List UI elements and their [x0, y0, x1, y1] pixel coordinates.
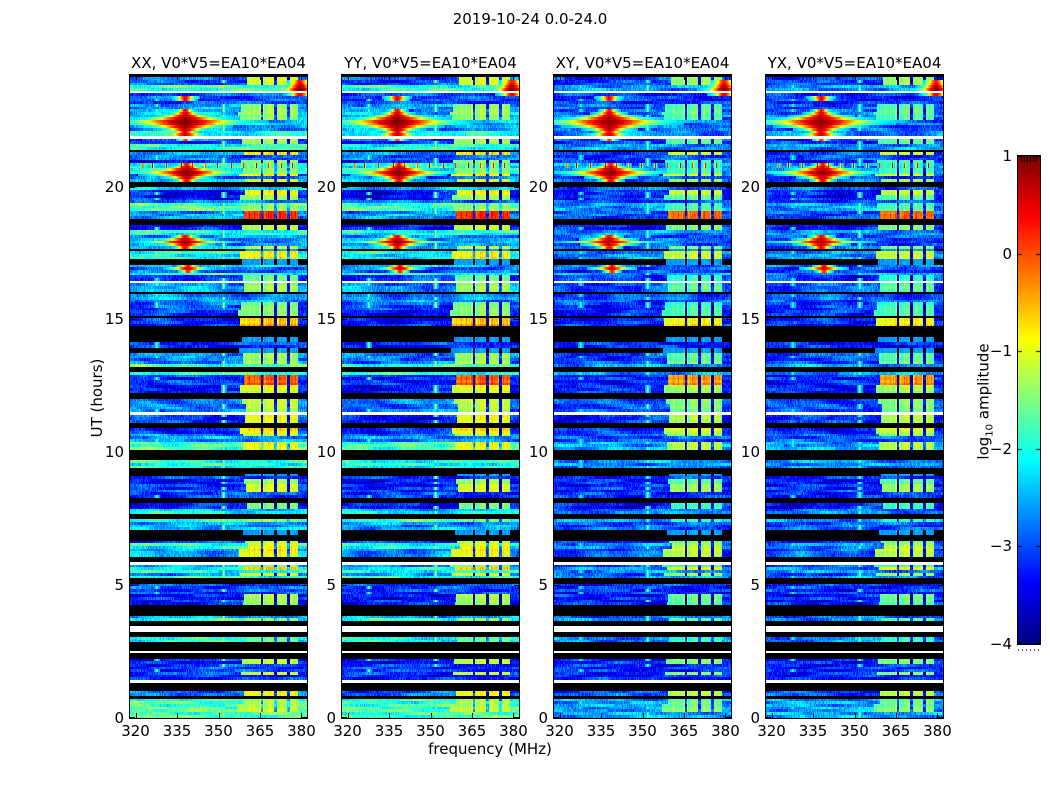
x-tick-label: 320 — [121, 722, 150, 740]
x-tick-label: 380 — [711, 722, 740, 740]
x-tick-label: 335 — [374, 722, 404, 740]
panel-title-yx: YX, V0*V5=EA10*EA04 — [767, 54, 942, 72]
y-tick-label: 5 — [750, 576, 760, 595]
colorbar-tick-label: −2 — [989, 439, 1012, 458]
x-tick-label: 365 — [245, 722, 275, 740]
y-tick-label: 15 — [104, 310, 124, 329]
y-tick-label: 0 — [538, 709, 548, 727]
x-tick-label: 350 — [416, 722, 445, 740]
y-tick-label: 15 — [316, 310, 336, 329]
x-tick-label: 335 — [798, 722, 828, 740]
y-tick-label: 20 — [316, 177, 336, 196]
x-axis-label: frequency (MHz) — [428, 740, 552, 758]
colorbar-tick-label: 1 — [1002, 147, 1012, 165]
y-axis-label: UT (hours) — [88, 358, 106, 438]
y-tick-label: 20 — [104, 177, 124, 196]
x-tick-label: 365 — [669, 722, 699, 740]
y-tick-label: 20 — [528, 177, 548, 196]
x-tick-label: 365 — [457, 722, 487, 740]
y-tick-label: 20 — [740, 177, 760, 196]
colorbar-gradient — [1018, 156, 1040, 644]
colorbar-tick-label: −3 — [989, 537, 1012, 556]
y-tick-label: 0 — [326, 709, 336, 727]
x-tick-label: 335 — [162, 722, 192, 740]
colorbar — [1017, 155, 1041, 645]
panel-yy: YY, V0*V5=EA10*EA04 — [341, 54, 520, 719]
x-tick-label: 380 — [499, 722, 528, 740]
x-tick-label: 320 — [545, 722, 574, 740]
x-tick-label: 320 — [757, 722, 786, 740]
y-tick-label: 5 — [114, 576, 124, 595]
spectrogram-canvas-yx — [766, 75, 943, 718]
y-tick-label: 0 — [114, 709, 124, 727]
x-tick-label: 350 — [840, 722, 869, 740]
y-tick-label: 0 — [750, 709, 760, 727]
y-tick-label: 15 — [740, 310, 760, 329]
panel-title-xx: XX, V0*V5=EA10*EA04 — [131, 54, 306, 72]
y-tick-label: 10 — [316, 443, 336, 462]
x-tick-label: 380 — [287, 722, 316, 740]
colorbar-tick-label: −4 — [989, 635, 1012, 653]
colorbar-tick-label: 0 — [1002, 244, 1012, 263]
colorbar-label-subscript: 10 — [984, 423, 996, 437]
x-tick-label: 365 — [881, 722, 911, 740]
x-tick-label: 380 — [923, 722, 952, 740]
x-tick-label: 350 — [628, 722, 657, 740]
y-tick-label: 5 — [538, 576, 548, 595]
y-tick-label: 10 — [740, 443, 760, 462]
panel-xx: XX, V0*V5=EA10*EA04 — [129, 54, 308, 719]
x-tick-label: 350 — [204, 722, 233, 740]
y-tick-label: 10 — [104, 443, 124, 462]
x-tick-label: 335 — [586, 722, 616, 740]
panel-title-yy: YY, V0*V5=EA10*EA04 — [344, 54, 517, 72]
spectrogram-canvas-yy — [342, 75, 519, 718]
panel-title-xy: XY, V0*V5=EA10*EA04 — [555, 54, 730, 72]
y-tick-label: 10 — [528, 443, 548, 462]
x-tick-label: 320 — [333, 722, 362, 740]
y-tick-label: 5 — [326, 576, 336, 595]
panel-yx: YX, V0*V5=EA10*EA04 — [765, 54, 944, 719]
colorbar-tick-label: −1 — [989, 342, 1012, 361]
panel-xy: XY, V0*V5=EA10*EA04 — [553, 54, 732, 719]
spectrogram-canvas-xy — [554, 75, 731, 718]
spectrogram-canvas-xx — [130, 75, 307, 718]
y-tick-label: 15 — [528, 310, 548, 329]
figure-title: 2019-10-24 0.0-24.0 — [452, 10, 608, 28]
colorbar-minor-dots — [1018, 649, 1040, 651]
